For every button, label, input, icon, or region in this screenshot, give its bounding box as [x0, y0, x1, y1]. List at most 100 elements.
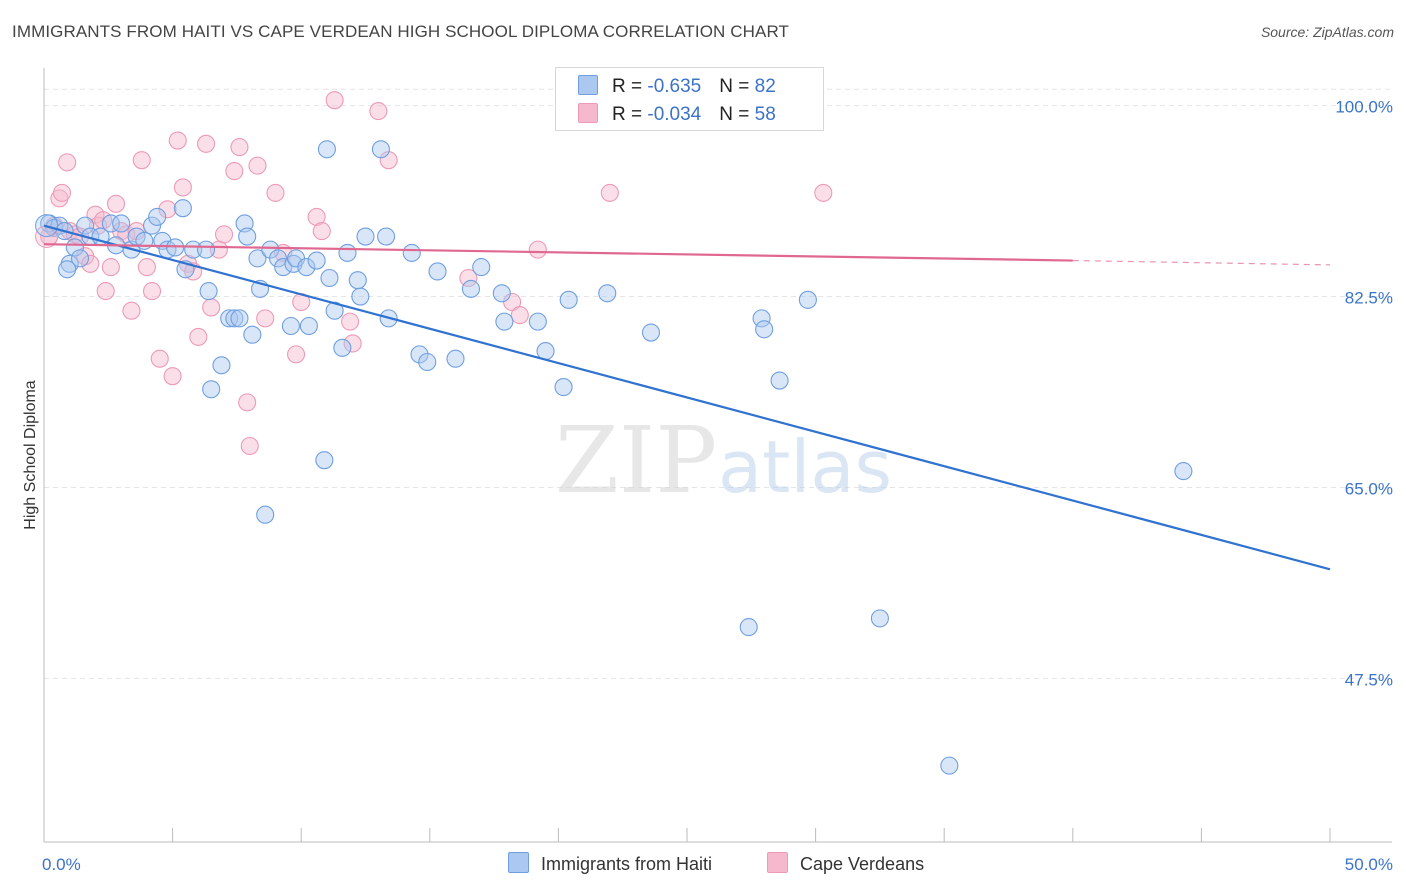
gridlines: [44, 88, 1392, 679]
data-point: [76, 216, 95, 235]
data-point: [189, 327, 208, 346]
legend-swatch-cape-verdeans: [578, 103, 598, 123]
data-point: [870, 609, 889, 628]
data-point: [142, 282, 162, 301]
data-point: [410, 345, 429, 364]
legend-swatch-cape-verdeans: [767, 852, 788, 873]
data-point: [343, 334, 362, 353]
data-point: [495, 312, 514, 331]
trend-lines: [43, 224, 1331, 571]
data-point: [348, 271, 367, 290]
data-point: [461, 279, 481, 298]
data-point: [814, 183, 833, 202]
legend-r-label: R =: [612, 76, 648, 97]
data-point: [274, 258, 293, 277]
data-point: [281, 316, 300, 336]
x-tick-label: 50.0%: [1345, 855, 1393, 874]
x-tick-label: 0.0%: [42, 855, 81, 874]
data-point: [755, 320, 774, 339]
legend-item-haiti[interactable]: Immigrants from Haiti: [508, 852, 712, 875]
legend-n-value: 58: [754, 104, 776, 125]
data-point: [58, 260, 77, 279]
axes: [43, 68, 1392, 843]
data-point: [142, 216, 162, 235]
data-point: [341, 312, 360, 331]
series-legend: Immigrants from Haiti Cape Verdeans: [0, 852, 1406, 878]
data-point: [137, 258, 156, 277]
legend-item-cape-verdeans[interactable]: Cape Verdeans: [767, 852, 924, 875]
data-point: [230, 309, 249, 328]
data-point: [356, 227, 375, 246]
data-point: [173, 199, 192, 218]
y-tick-label: 47.5%: [1345, 670, 1393, 689]
watermark-zip: ZIP: [555, 407, 717, 514]
data-point: [472, 258, 491, 277]
y-axis-title: High School Diploma: [22, 380, 39, 530]
data-point: [163, 367, 182, 386]
data-point: [101, 214, 120, 233]
data-point: [184, 240, 203, 259]
data-point: [52, 183, 72, 202]
legend-n-label: N =: [719, 76, 755, 97]
legend-r-value: -0.034: [647, 104, 702, 125]
data-point: [112, 214, 131, 233]
data-point: [351, 287, 370, 306]
data-point: [554, 378, 573, 397]
data-point: [559, 290, 578, 309]
data-point: [248, 249, 267, 268]
data-point: [333, 338, 352, 357]
axis-labels: 100.0% 82.5% 65.0% 47.5% 0.0% 50.0%: [42, 98, 1393, 874]
data-point: [101, 258, 120, 277]
legend-label-haiti: Immigrants from Haiti: [541, 854, 713, 874]
data-point: [256, 505, 275, 524]
data-point: [600, 183, 619, 202]
data-point: [202, 298, 221, 317]
data-point: [641, 323, 661, 342]
data-point: [158, 200, 177, 219]
data-point: [307, 251, 326, 270]
data-point: [168, 131, 187, 150]
data-point: [81, 254, 100, 273]
data-point: [256, 309, 275, 328]
data-point: [459, 268, 478, 288]
y-tick-label: 82.5%: [1345, 289, 1393, 308]
watermark-atlas: atlas: [718, 425, 892, 509]
data-point: [752, 309, 771, 328]
data-point: [739, 618, 758, 637]
data-point: [418, 352, 437, 372]
data-point: [528, 240, 547, 259]
chart-source: Source: ZipAtlas.com: [1260, 24, 1394, 40]
legend-r-value: -0.635: [647, 76, 702, 97]
data-point: [196, 134, 216, 153]
data-point: [1174, 462, 1193, 481]
data-points: [35, 91, 1193, 775]
data-point: [212, 356, 231, 375]
data-point: [492, 284, 511, 303]
data-point: [510, 306, 529, 325]
data-point: [238, 393, 257, 412]
data-point: [220, 309, 239, 328]
data-point: [598, 284, 617, 303]
data-point: [312, 222, 331, 241]
data-point: [307, 207, 326, 226]
data-point: [148, 207, 167, 226]
legend-n-value: 82: [754, 76, 776, 97]
data-point: [199, 282, 218, 301]
data-point: [798, 290, 817, 309]
legend-r-label: R =: [612, 104, 648, 125]
data-point: [299, 316, 318, 336]
legend-swatch-haiti: [578, 75, 598, 95]
data-point: [196, 240, 216, 259]
legend-label-cape-verdeans: Cape Verdeans: [800, 854, 925, 874]
data-point: [70, 249, 90, 268]
data-point: [248, 156, 267, 175]
data-point: [122, 301, 141, 320]
data-point: [317, 140, 336, 159]
legend-row-cape-verdeans: R = -0.034 N = 58: [578, 103, 776, 127]
data-point: [132, 151, 151, 170]
data-point: [150, 349, 169, 368]
data-point: [770, 371, 789, 390]
data-point: [230, 138, 249, 157]
data-point: [338, 243, 357, 262]
